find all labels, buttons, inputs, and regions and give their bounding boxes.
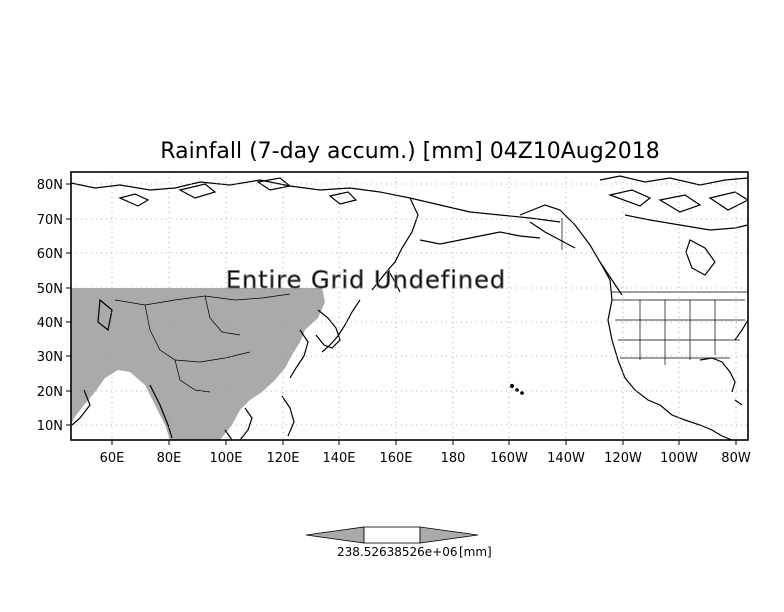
lat-label-70n: 70N [37,213,63,228]
colorbar-left-arrow [305,526,365,544]
lat-label-10n: 10N [37,419,63,434]
coastlines [70,175,750,441]
colorbar-unit-label: [mm] [459,545,492,559]
lat-label-30n: 30N [37,350,63,365]
lat-label-50n: 50N [37,282,63,297]
colorbar: 238.52638526e+06 [mm] [305,526,492,559]
lon-label-100w: 100W [660,451,698,466]
map-frame [70,171,749,441]
lat-label-20n: 20N [37,385,63,400]
lat-label-40n: 40N [37,316,63,331]
lon-label-60e: 60E [100,451,125,466]
map-title: Rainfall (7-day accum.) [mm] 04Z10Aug201… [160,139,659,164]
map-panel: 80N 70N 60N 50N 40N 30N 20N 10N 60E 80E … [37,171,751,466]
colorbar-value-label: 238.52638526e+06 [337,545,458,559]
colorbar-right-arrow [419,526,479,544]
lon-label-80w: 80W [721,451,751,466]
lat-label-60n: 60N [37,247,63,262]
undefined-grid-message: Entire Grid Undefined [226,266,506,294]
lon-label-160w: 160W [490,451,528,466]
lat-label-80n: 80N [37,178,63,193]
latitude-labels: 80N 70N 60N 50N 40N 30N 20N 10N [37,178,63,434]
lon-label-100e: 100E [209,451,242,466]
lon-label-180: 180 [441,451,466,466]
colorbar-segment [363,526,421,544]
lon-label-120e: 120E [266,451,299,466]
lon-label-160e: 160E [379,451,412,466]
undefined-data-region [71,288,325,440]
lon-label-140w: 140W [547,451,585,466]
lon-label-120w: 120W [604,451,642,466]
axis-ticks [66,183,737,445]
longitude-labels: 60E 80E 100E 120E 140E 160E 180 160W 140… [100,451,751,466]
lon-label-140e: 140E [322,451,355,466]
political-boundaries [114,218,748,393]
lon-label-80e: 80E [157,451,182,466]
